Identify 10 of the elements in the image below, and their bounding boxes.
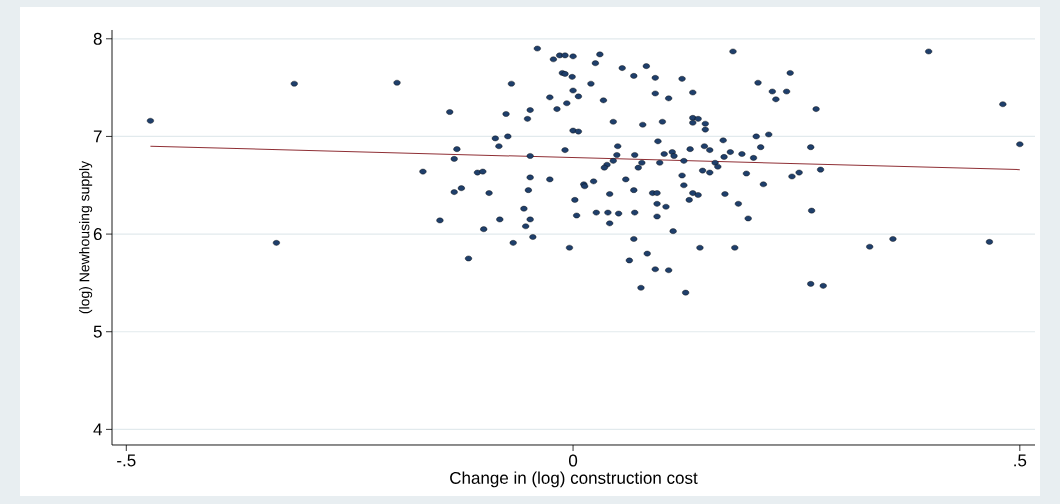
y-tick-label: 8 bbox=[93, 32, 102, 45]
x-tick-label: .5 bbox=[1014, 454, 1027, 467]
x-tick-label: 0 bbox=[568, 454, 578, 467]
x-axis-title: Change in (log) construction cost bbox=[450, 471, 698, 488]
y-tick-label: 7 bbox=[93, 130, 102, 143]
y-tick-label: 4 bbox=[93, 423, 102, 436]
y-tick-label: 6 bbox=[93, 228, 102, 241]
x-tick-label: -.5 bbox=[117, 454, 136, 467]
y-axis-title: (log) Newhousing supply bbox=[79, 160, 93, 314]
y-tick-label: 5 bbox=[93, 325, 102, 338]
